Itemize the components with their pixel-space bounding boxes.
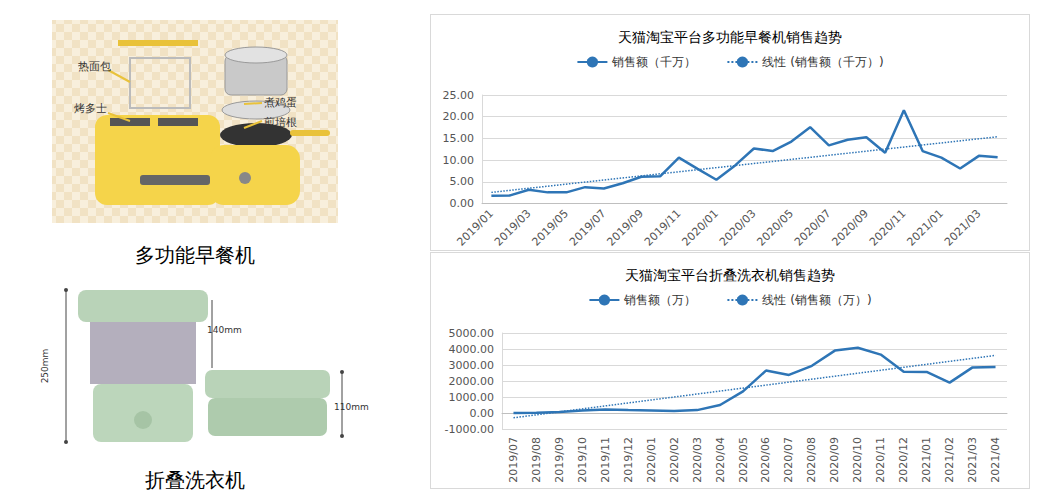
- svg-text:140mm: 140mm: [207, 325, 242, 335]
- svg-text:2020/07: 2020/07: [782, 437, 795, 483]
- svg-text:2020/08: 2020/08: [805, 437, 818, 483]
- svg-text:110mm: 110mm: [334, 402, 369, 412]
- svg-text:5000.00: 5000.00: [449, 327, 495, 340]
- svg-text:0.00: 0.00: [470, 407, 495, 420]
- svg-text:热面包: 热面包: [78, 60, 111, 73]
- svg-text:2020/02: 2020/02: [668, 437, 681, 483]
- svg-text:线性 (销售额（万）): 线性 (销售额（万）): [762, 293, 871, 307]
- svg-text:2021/04: 2021/04: [989, 437, 1002, 483]
- svg-text:2020/01: 2020/01: [680, 207, 721, 248]
- svg-text:煎培根: 煎培根: [264, 116, 297, 129]
- svg-text:2020/12: 2020/12: [897, 437, 910, 483]
- svg-text:2019/05: 2019/05: [530, 207, 571, 248]
- svg-text:天猫淘宝平台折叠洗衣机销售趋势: 天猫淘宝平台折叠洗衣机销售趋势: [625, 267, 835, 283]
- svg-text:2019/09: 2019/09: [553, 437, 566, 483]
- svg-text:2019/10: 2019/10: [576, 437, 589, 483]
- svg-text:1000.00: 1000.00: [449, 391, 495, 404]
- svg-text:2020/04: 2020/04: [714, 437, 727, 483]
- svg-text:0.00: 0.00: [450, 197, 475, 210]
- svg-text:折叠洗衣机: 折叠洗衣机: [145, 468, 245, 492]
- svg-text:2019/07: 2019/07: [507, 437, 520, 483]
- svg-text:2020/11: 2020/11: [874, 437, 887, 483]
- svg-text:销售额（千万）: 销售额（千万）: [611, 55, 696, 69]
- svg-text:2020/03: 2020/03: [717, 207, 758, 248]
- svg-text:5.00: 5.00: [450, 175, 475, 188]
- svg-text:煮鸡蛋: 煮鸡蛋: [264, 96, 297, 109]
- svg-text:2019/11: 2019/11: [642, 207, 683, 248]
- svg-text:3000.00: 3000.00: [449, 359, 495, 372]
- svg-text:2020/09: 2020/09: [828, 437, 841, 483]
- svg-text:天猫淘宝平台多功能早餐机销售趋势: 天猫淘宝平台多功能早餐机销售趋势: [618, 29, 842, 45]
- svg-text:销售额（万）: 销售额（万）: [623, 293, 696, 307]
- svg-text:2021/01: 2021/01: [920, 437, 933, 483]
- svg-text:4000.00: 4000.00: [449, 343, 495, 356]
- svg-text:2019/01: 2019/01: [455, 207, 496, 248]
- svg-text:2020/07: 2020/07: [792, 207, 833, 248]
- svg-text:15.00: 15.00: [443, 132, 475, 145]
- svg-text:2020/01: 2020/01: [645, 437, 658, 483]
- svg-text:多功能早餐机: 多功能早餐机: [135, 243, 255, 267]
- svg-text:2021/03: 2021/03: [966, 437, 979, 483]
- svg-text:25.00: 25.00: [443, 89, 475, 102]
- svg-text:2021/01: 2021/01: [905, 207, 946, 248]
- svg-text:烤多士: 烤多士: [74, 102, 107, 115]
- svg-text:2020/06: 2020/06: [759, 437, 772, 483]
- svg-text:2020/10: 2020/10: [851, 437, 864, 483]
- svg-text:10.00: 10.00: [443, 154, 475, 167]
- svg-text:2020/03: 2020/03: [691, 437, 704, 483]
- svg-text:线性 (销售额（千万）): 线性 (销售额（千万）): [762, 55, 883, 69]
- svg-text:2021/03: 2021/03: [942, 207, 983, 248]
- svg-text:2020/09: 2020/09: [830, 207, 871, 248]
- svg-text:20.00: 20.00: [443, 110, 475, 123]
- svg-text:2019/07: 2019/07: [567, 207, 608, 248]
- svg-text:250mm: 250mm: [40, 349, 50, 384]
- svg-text:2020/05: 2020/05: [755, 207, 796, 248]
- svg-text:2000.00: 2000.00: [449, 375, 495, 388]
- svg-text:2021/02: 2021/02: [943, 437, 956, 483]
- svg-text:2019/08: 2019/08: [530, 437, 543, 483]
- svg-text:2020/05: 2020/05: [737, 437, 750, 483]
- svg-text:2019/11: 2019/11: [599, 437, 612, 483]
- svg-text:2019/09: 2019/09: [605, 207, 646, 248]
- svg-text:2019/12: 2019/12: [622, 437, 635, 483]
- svg-text:-1000.00: -1000.00: [445, 423, 494, 436]
- svg-text:2020/11: 2020/11: [867, 207, 908, 248]
- svg-text:2019/03: 2019/03: [492, 207, 533, 248]
